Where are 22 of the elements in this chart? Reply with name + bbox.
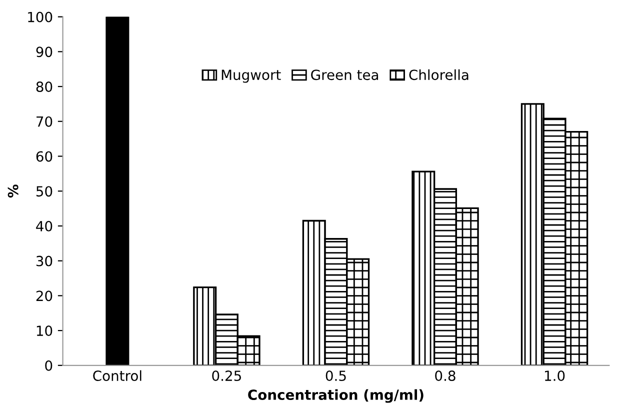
- bar: [106, 16, 130, 366]
- y-tick-label: 70: [36, 116, 52, 127]
- x-axis-title: Concentration (mg/ml): [248, 389, 424, 403]
- y-tick-label: 40: [36, 220, 52, 232]
- y-axis-title: %: [8, 184, 18, 198]
- legend-label: Mugwort: [222, 70, 281, 83]
- y-tick-label: 90: [36, 46, 52, 58]
- y-tick-label: 20: [36, 290, 52, 302]
- x-tick-label: 0.8: [435, 370, 456, 382]
- x-tick-label: 0.5: [326, 370, 346, 382]
- x-tick-label: 1.0: [545, 370, 565, 382]
- y-tick-label: 30: [36, 256, 52, 266]
- y-tick-label: 10: [36, 326, 52, 336]
- y-tick-label: 0: [45, 360, 52, 371]
- y-tick-label: 50: [36, 186, 52, 197]
- y-tick-label: 60: [36, 151, 52, 162]
- legend-label: Green tea: [311, 70, 378, 80]
- x-tick-label: 0.25: [212, 370, 241, 382]
- legend-label: Chlorella: [409, 69, 468, 80]
- y-tick-label: 80: [36, 81, 52, 92]
- y-tick-label: 100: [28, 12, 52, 22]
- x-tick-label: Control: [93, 370, 142, 382]
